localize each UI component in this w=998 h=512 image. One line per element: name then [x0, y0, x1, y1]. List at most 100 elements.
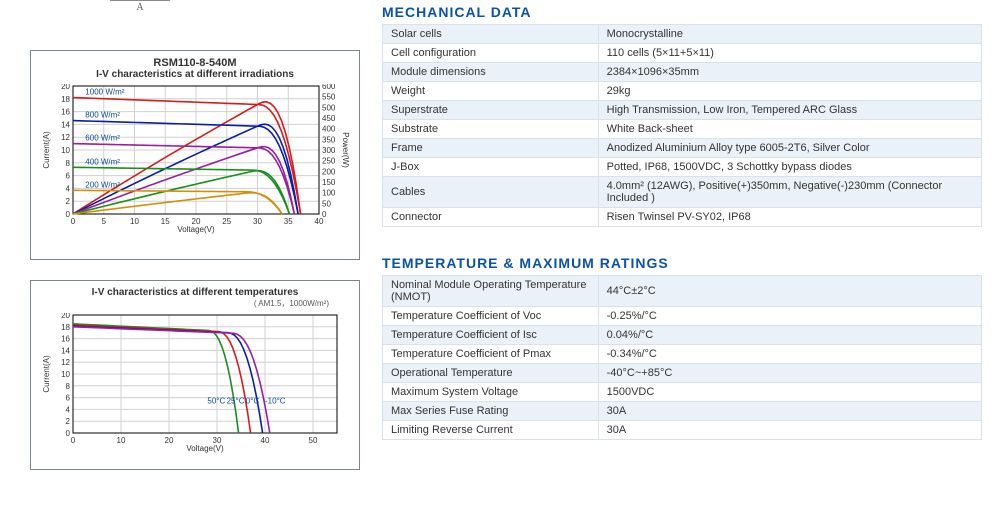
table-value: Risen Twinsel PV-SY02, IP68: [598, 208, 981, 227]
svg-text:2: 2: [66, 417, 71, 426]
svg-text:35: 35: [284, 217, 293, 226]
table-value: -40°C~+85°C: [598, 364, 981, 383]
table-value: -0.25%/°C: [598, 307, 981, 326]
svg-text:20: 20: [165, 436, 174, 445]
table-key: Max Series Fuse Rating: [383, 402, 599, 421]
temperature-title: TEMPERATURE & MAXIMUM RATINGS: [382, 255, 982, 271]
svg-text:15: 15: [161, 217, 170, 226]
chart2-plot-area: 0246810121416182001020304050Voltage(V)Cu…: [39, 313, 351, 453]
svg-text:200: 200: [322, 167, 336, 176]
svg-text:500: 500: [322, 103, 336, 112]
table-key: Temperature Coefficient of Isc: [383, 326, 599, 345]
svg-text:0: 0: [71, 436, 76, 445]
table-value: High Transmission, Low Iron, Tempered AR…: [598, 101, 981, 120]
svg-text:250: 250: [322, 157, 336, 166]
temperature-row: Temperature Coefficient of Voc-0.25%/°C: [383, 307, 982, 326]
right-column: MECHANICAL DATA Solar cellsMonocrystalli…: [382, 4, 982, 440]
svg-text:200 W/m²: 200 W/m²: [85, 180, 120, 189]
temperature-row: Maximum System Voltage1500VDC: [383, 383, 982, 402]
mechanical-row: Cell configuration110 cells (5×11+5×11): [383, 44, 982, 63]
temperature-row: Operational Temperature-40°C~+85°C: [383, 364, 982, 383]
svg-text:0°C: 0°C: [246, 397, 260, 406]
svg-text:-10°C: -10°C: [265, 397, 286, 406]
svg-text:Current(A): Current(A): [42, 131, 51, 169]
temperature-row: Temperature Coefficient of Isc0.04%/°C: [383, 326, 982, 345]
table-key: J-Box: [383, 158, 599, 177]
iv-temperature-chart: I-V characteristics at different tempera…: [30, 280, 360, 470]
svg-text:Voltage(V): Voltage(V): [186, 444, 224, 453]
svg-text:Power(W): Power(W): [341, 132, 349, 168]
svg-text:10: 10: [61, 146, 70, 155]
iv-irradiance-chart: RSM110-8-540M I-V characteristics at dif…: [30, 50, 360, 260]
mechanical-row: SubstrateWhite Back-sheet: [383, 120, 982, 139]
svg-text:350: 350: [322, 135, 336, 144]
mechanical-row: Weight29kg: [383, 82, 982, 101]
svg-text:10: 10: [61, 370, 70, 379]
temperature-row: Temperature Coefficient of Pmax-0.34%/°C: [383, 345, 982, 364]
table-key: Substrate: [383, 120, 599, 139]
svg-text:4: 4: [66, 405, 71, 414]
temperature-row: Max Series Fuse Rating30A: [383, 402, 982, 421]
left-column: RSM110-8-540M I-V characteristics at dif…: [30, 0, 360, 470]
svg-text:400 W/m²: 400 W/m²: [85, 157, 120, 166]
mechanical-row: FrameAnodized Aluminium Alloy type 6005-…: [383, 139, 982, 158]
table-key: Operational Temperature: [383, 364, 599, 383]
table-key: Nominal Module Operating Temperature (NM…: [383, 276, 599, 307]
svg-text:100: 100: [322, 189, 336, 198]
table-value: Anodized Aluminium Alloy type 6005-2T6, …: [598, 139, 981, 158]
table-value: 110 cells (5×11+5×11): [598, 44, 981, 63]
svg-text:25°C: 25°C: [227, 397, 245, 406]
svg-text:25: 25: [222, 217, 231, 226]
mechanical-row: ConnectorRisen Twinsel PV-SY02, IP68: [383, 208, 982, 227]
svg-text:0: 0: [71, 217, 76, 226]
table-key: Temperature Coefficient of Pmax: [383, 345, 599, 364]
table-value: 4.0mm² (12AWG), Positive(+)350mm, Negati…: [598, 177, 981, 208]
svg-text:50: 50: [309, 436, 318, 445]
table-value: Monocrystalline: [598, 25, 981, 44]
table-value: -0.34%/°C: [598, 345, 981, 364]
svg-text:600 W/m²: 600 W/m²: [85, 134, 120, 143]
svg-text:8: 8: [66, 159, 71, 168]
svg-text:16: 16: [61, 108, 70, 117]
svg-text:6: 6: [66, 172, 71, 181]
svg-text:450: 450: [322, 114, 336, 123]
svg-text:Voltage(V): Voltage(V): [177, 225, 215, 234]
svg-text:300: 300: [322, 146, 336, 155]
mechanical-row: Solar cellsMonocrystalline: [383, 25, 982, 44]
chart2-title: I-V characteristics at different tempera…: [39, 287, 351, 298]
svg-text:10: 10: [117, 436, 126, 445]
table-key: Connector: [383, 208, 599, 227]
svg-text:8: 8: [66, 382, 71, 391]
table-value: 30A: [598, 402, 981, 421]
svg-text:6: 6: [66, 394, 71, 403]
svg-text:600: 600: [322, 84, 336, 91]
svg-text:800 W/m²: 800 W/m²: [85, 111, 120, 120]
svg-text:40: 40: [261, 436, 270, 445]
table-value: White Back-sheet: [598, 120, 981, 139]
chart1-subtitle: I-V characteristics at different irradia…: [39, 69, 351, 80]
svg-text:18: 18: [61, 323, 70, 332]
table-value: 30A: [598, 421, 981, 440]
svg-text:150: 150: [322, 178, 336, 187]
svg-text:20: 20: [61, 313, 70, 320]
svg-text:12: 12: [61, 133, 70, 142]
temperature-row: Nominal Module Operating Temperature (NM…: [383, 276, 982, 307]
table-key: Cables: [383, 177, 599, 208]
svg-text:4: 4: [66, 184, 71, 193]
table-key: Cell configuration: [383, 44, 599, 63]
mechanical-row: Cables4.0mm² (12AWG), Positive(+)350mm, …: [383, 177, 982, 208]
svg-text:2: 2: [66, 197, 71, 206]
mechanical-row: SuperstrateHigh Transmission, Low Iron, …: [383, 101, 982, 120]
svg-text:400: 400: [322, 125, 336, 134]
mechanical-row: J-BoxPotted, IP68, 1500VDC, 3 Schottky b…: [383, 158, 982, 177]
svg-text:Current(A): Current(A): [42, 355, 51, 393]
table-key: Frame: [383, 139, 599, 158]
svg-text:1000 W/m²: 1000 W/m²: [85, 88, 124, 97]
svg-text:50: 50: [322, 199, 331, 208]
table-key: Module dimensions: [383, 63, 599, 82]
table-key: Superstrate: [383, 101, 599, 120]
table-key: Limiting Reverse Current: [383, 421, 599, 440]
svg-text:0: 0: [322, 210, 327, 219]
svg-text:18: 18: [61, 95, 70, 104]
svg-text:50°C: 50°C: [207, 397, 225, 406]
